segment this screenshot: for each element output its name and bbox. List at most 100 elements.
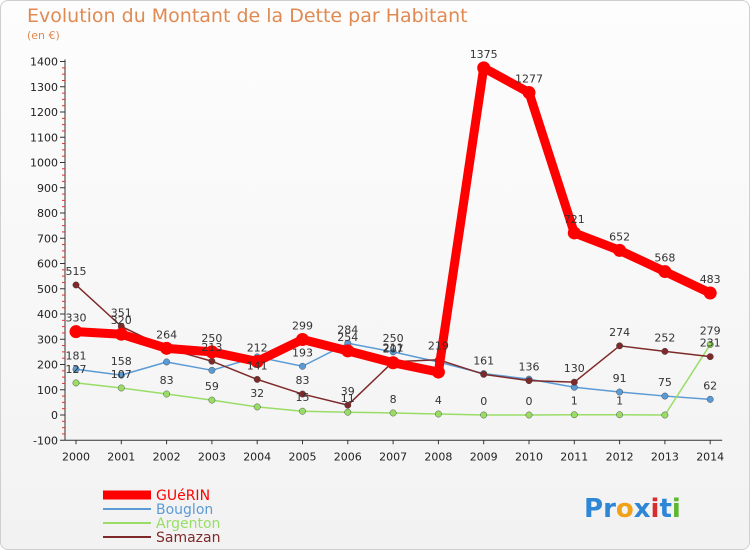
data-point <box>389 348 397 356</box>
data-label: 62 <box>703 379 717 392</box>
data-point <box>208 357 216 365</box>
legend-label: Bouglon <box>156 502 213 518</box>
x-tick-label: 2007 <box>379 450 407 463</box>
data-point <box>661 411 669 419</box>
data-point <box>480 411 488 419</box>
data-label: 254 <box>337 331 358 344</box>
data-label: 39 <box>341 385 355 398</box>
data-label: 652 <box>609 230 630 243</box>
data-point <box>117 371 125 379</box>
data-label: 330 <box>66 312 87 325</box>
data-label: 158 <box>111 355 132 368</box>
data-point <box>616 388 623 396</box>
data-label: 207 <box>383 343 404 356</box>
y-tick-label: 1200 <box>30 106 58 119</box>
data-label: 568 <box>654 252 675 265</box>
y-tick-label: 1300 <box>30 81 58 94</box>
data-label: 127 <box>66 363 87 376</box>
chart-title: Evolution du Montant de la Dette par Hab… <box>27 5 468 27</box>
data-point <box>386 356 400 370</box>
x-tick-label: 2002 <box>153 450 181 463</box>
data-label: 91 <box>613 372 627 385</box>
data-label: 483 <box>700 273 721 286</box>
data-label: 8 <box>390 393 397 406</box>
data-label: 11 <box>341 392 355 405</box>
data-point <box>253 375 261 383</box>
data-label: 1 <box>571 395 578 408</box>
data-point <box>613 243 627 257</box>
data-point <box>299 362 306 370</box>
data-point <box>525 411 533 419</box>
data-label: 0 <box>480 395 487 408</box>
proxiti-logo: Proxiti <box>584 494 681 524</box>
data-point <box>69 325 83 339</box>
data-point <box>431 365 445 379</box>
data-point <box>706 341 714 348</box>
x-tick-label: 2004 <box>243 450 271 463</box>
data-label: 107 <box>111 368 132 381</box>
data-label: 250 <box>383 332 404 345</box>
x-tick-label: 2009 <box>470 450 498 463</box>
y-tick-label: 200 <box>37 359 58 372</box>
x-tick-label: 2011 <box>560 450 588 463</box>
data-point <box>72 281 80 289</box>
data-point <box>341 344 355 358</box>
data-point <box>253 403 261 411</box>
data-label: 721 <box>564 213 585 226</box>
x-tick-label: 2012 <box>606 450 634 463</box>
data-point <box>163 358 171 366</box>
data-label: 141 <box>247 359 268 372</box>
data-point <box>616 342 623 350</box>
data-label: 219 <box>428 340 449 353</box>
data-point <box>706 395 714 403</box>
data-point <box>208 396 216 404</box>
x-tick-label: 2003 <box>198 450 226 463</box>
data-label: 4 <box>435 394 442 407</box>
x-tick-label: 2000 <box>62 450 90 463</box>
data-point <box>299 390 306 398</box>
data-label: 83 <box>296 374 310 387</box>
data-label: 250 <box>201 332 222 345</box>
data-point <box>117 384 125 392</box>
data-point <box>658 265 672 279</box>
data-label: 0 <box>526 395 533 408</box>
data-label: 161 <box>473 354 494 367</box>
data-label: 231 <box>700 337 721 350</box>
legend-label: Samazan <box>156 530 220 546</box>
data-point <box>480 370 488 378</box>
data-label: 212 <box>247 341 268 354</box>
x-tick-label: 2005 <box>289 450 317 463</box>
data-point <box>570 411 578 419</box>
data-point <box>344 401 352 409</box>
data-point <box>706 353 714 361</box>
y-tick-label: 1100 <box>30 131 58 144</box>
data-point <box>661 392 669 400</box>
y-tick-label: 400 <box>37 308 58 321</box>
y-tick-label: 800 <box>37 207 58 220</box>
data-label: 59 <box>205 380 219 393</box>
data-label: 320 <box>111 314 132 327</box>
data-label: 252 <box>654 331 675 344</box>
y-tick-label: 1000 <box>30 157 58 170</box>
y-tick-label: 500 <box>37 283 58 296</box>
data-point <box>522 86 536 100</box>
data-point <box>205 345 219 359</box>
chart-subtitle: (en €) <box>27 29 60 42</box>
data-label: 136 <box>519 361 540 374</box>
data-point <box>114 327 128 341</box>
data-label: 193 <box>292 346 313 359</box>
legend-label: GUéRIN <box>156 488 210 504</box>
data-label: 1277 <box>515 73 543 86</box>
y-tick-label: 600 <box>37 258 58 271</box>
data-label: 83 <box>160 374 174 387</box>
data-point <box>477 61 491 75</box>
data-label: 213 <box>201 341 222 354</box>
y-tick-label: 900 <box>37 182 58 195</box>
data-point <box>434 410 442 418</box>
data-label: 515 <box>66 265 87 278</box>
data-point <box>160 341 174 355</box>
data-label: 1375 <box>470 48 498 61</box>
data-point <box>661 347 669 355</box>
data-label: 32 <box>250 387 264 400</box>
